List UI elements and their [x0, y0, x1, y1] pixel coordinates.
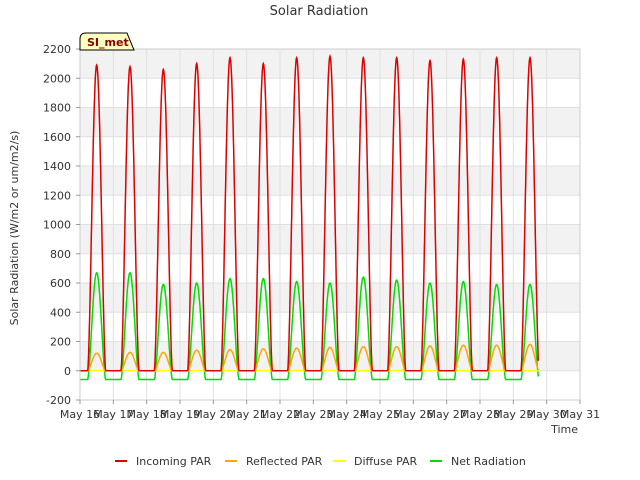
- y-tick-label: 800: [50, 248, 71, 261]
- plot-band: [80, 253, 580, 283]
- x-tick-label: May 18: [127, 408, 167, 421]
- series-line-net-radiation: [80, 271, 540, 381]
- x-tick-label: May 30: [527, 408, 567, 421]
- y-tick-label: 1200: [43, 189, 71, 202]
- plot-band: [80, 78, 580, 108]
- x-tick-label: May 27: [427, 408, 467, 421]
- x-tick-label: May 26: [393, 408, 433, 421]
- x-tick-label: May 24: [327, 408, 367, 421]
- site-badge-box: [79, 32, 135, 51]
- y-tick-label: 600: [50, 277, 71, 290]
- y-tick-label: 1000: [43, 219, 71, 232]
- x-tick-label: May 29: [493, 408, 533, 421]
- site-badge: SI_met: [79, 32, 135, 51]
- y-axis-label: Solar Radiation (W/m2 or um/m2/s): [8, 131, 21, 326]
- y-tick-label: 2000: [43, 72, 71, 85]
- x-tick-label: May 23: [293, 408, 333, 421]
- y-tick-label: 1800: [43, 102, 71, 115]
- series-layer: [80, 53, 540, 381]
- legend-label: Diffuse PAR: [354, 455, 418, 468]
- plot-band: [80, 166, 580, 196]
- plot-band: [80, 49, 580, 79]
- legend-label: Reflected PAR: [246, 455, 323, 468]
- y-tick-label: 1400: [43, 160, 71, 173]
- y-tick-label: 1600: [43, 131, 71, 144]
- legend-label: Incoming PAR: [136, 455, 212, 468]
- x-tick-label: May 19: [160, 408, 200, 421]
- chart-title: Solar Radiation: [270, 4, 369, 19]
- plot-band: [80, 341, 580, 371]
- y-tick-label: 200: [50, 336, 71, 349]
- y-tick-label: 0: [64, 365, 71, 378]
- x-tick-label: May 17: [93, 408, 133, 421]
- y-tick-label: 2200: [43, 43, 71, 56]
- y-tick-label: 400: [50, 306, 71, 319]
- x-tick-label: May 31: [560, 408, 600, 421]
- series-line-incoming-par: [80, 53, 540, 372]
- plot-band: [80, 224, 580, 254]
- x-tick-label: May 16: [60, 408, 100, 421]
- y-tick-label: -200: [46, 394, 71, 407]
- x-tick-label: May 21: [227, 408, 267, 421]
- site-badge-text: SI_met: [87, 36, 129, 49]
- plot-band: [80, 195, 580, 225]
- plot-band: [80, 312, 580, 342]
- x-axis-label: Time: [550, 423, 578, 436]
- plot-band: [80, 283, 580, 313]
- x-tick-label: May 28: [460, 408, 500, 421]
- plot-band: [80, 136, 580, 166]
- legend-label: Net Radiation: [451, 455, 526, 468]
- plot-bands: [80, 49, 580, 400]
- y-axis-ticks: -200 0 200 400 600 800 1000 1200 1400 1600 1800 200…: [43, 43, 80, 407]
- x-tick-label: May 20: [193, 408, 233, 421]
- plot-band: [80, 370, 580, 400]
- legend: Incoming PAR Reflected PAR Diffuse PAR Net …: [115, 455, 526, 468]
- x-tick-label: May 25: [360, 408, 400, 421]
- plot-band: [80, 107, 580, 137]
- x-tick-label: May 22: [260, 408, 300, 421]
